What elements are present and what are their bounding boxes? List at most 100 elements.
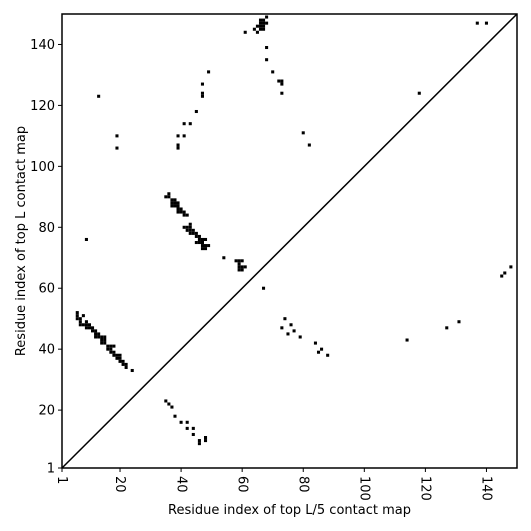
x-tick-label: 100 xyxy=(357,476,372,501)
x-axis-label: Residue index of top L/5 contact map xyxy=(168,503,411,518)
contact-point xyxy=(457,320,461,324)
contact-point xyxy=(164,195,168,199)
contact-point xyxy=(298,335,302,339)
contact-point xyxy=(240,265,244,269)
contact-point xyxy=(109,344,113,348)
contact-point xyxy=(176,134,180,138)
contact-point xyxy=(280,79,284,83)
contact-point xyxy=(191,432,195,437)
contact-point xyxy=(75,311,79,315)
contact-point xyxy=(280,326,284,330)
contact-point xyxy=(194,109,198,114)
contact-point xyxy=(197,442,201,446)
contact-point xyxy=(237,268,241,272)
contact-point xyxy=(286,332,290,336)
contact-point xyxy=(484,21,488,25)
contact-point xyxy=(258,24,263,28)
x-tick-label: 120 xyxy=(418,476,433,501)
contact-point xyxy=(237,262,241,266)
contact-point xyxy=(326,353,330,357)
contact-point xyxy=(182,210,186,214)
contact-point xyxy=(475,21,479,25)
contact-point xyxy=(188,225,192,229)
contact-point xyxy=(191,426,195,430)
contact-point xyxy=(258,18,263,22)
contact-point xyxy=(188,122,192,126)
y-axis-label: Residue index of top L contact map xyxy=(14,126,29,356)
contact-point xyxy=(316,350,321,354)
contact-point xyxy=(262,27,266,31)
contact-point xyxy=(167,192,171,196)
y-tick-label: 40 xyxy=(38,343,55,358)
y-tick-label: 60 xyxy=(38,282,55,297)
contact-point xyxy=(191,231,195,235)
contact-point xyxy=(265,15,269,19)
contact-point xyxy=(194,231,198,235)
contact-point xyxy=(81,323,85,327)
contact-point xyxy=(200,247,204,251)
contact-point xyxy=(203,247,208,251)
contact-point xyxy=(124,362,128,366)
contact-point xyxy=(197,234,201,238)
contact-point xyxy=(167,402,171,406)
contact-point xyxy=(164,399,168,403)
contact-point xyxy=(124,365,128,369)
contact-point xyxy=(417,91,421,95)
contact-point xyxy=(200,241,204,245)
contact-point xyxy=(203,244,208,248)
contact-point xyxy=(262,18,266,22)
contact-point xyxy=(255,30,259,34)
contact-point xyxy=(265,58,269,62)
contact-point xyxy=(176,146,180,150)
contact-point xyxy=(94,332,98,336)
contact-point xyxy=(255,24,259,28)
contact-point xyxy=(173,198,177,202)
contact-point xyxy=(313,341,317,345)
contact-point xyxy=(97,332,101,336)
contact-point xyxy=(121,362,125,366)
y-tick-label: 120 xyxy=(30,99,55,114)
contact-point xyxy=(170,405,174,409)
contact-point xyxy=(84,326,88,330)
contact-point xyxy=(503,271,507,275)
contact-point xyxy=(97,335,101,339)
contact-point xyxy=(81,314,85,318)
plot-frame xyxy=(61,13,518,469)
contact-point xyxy=(185,228,189,232)
contact-points xyxy=(75,15,513,446)
contact-point xyxy=(509,265,513,269)
contact-point xyxy=(200,82,204,86)
contact-point xyxy=(197,237,201,241)
contact-point xyxy=(292,329,296,333)
contact-point xyxy=(200,94,204,98)
contact-point xyxy=(115,134,119,138)
contact-point xyxy=(118,359,122,363)
contact-point xyxy=(112,353,116,357)
contact-point xyxy=(262,286,266,290)
contact-point xyxy=(283,317,287,321)
contact-point xyxy=(203,237,208,241)
x-tick-label: 1 xyxy=(54,476,69,484)
contact-point xyxy=(182,213,186,217)
contact-point xyxy=(185,426,189,430)
contact-point xyxy=(106,344,110,348)
contact-point xyxy=(179,420,183,424)
contact-point xyxy=(176,207,180,211)
contact-point xyxy=(109,350,113,354)
y-tick-label: 80 xyxy=(38,221,55,236)
contact-point xyxy=(170,198,174,202)
contact-point xyxy=(307,143,311,147)
contact-point xyxy=(258,21,263,25)
contact-point xyxy=(106,347,110,351)
contact-point xyxy=(265,21,269,25)
contact-point xyxy=(78,320,82,324)
contact-point xyxy=(405,338,409,342)
contact-point xyxy=(84,323,88,327)
contact-point xyxy=(97,94,101,98)
contact-point xyxy=(103,335,107,339)
contact-point xyxy=(94,335,98,339)
contact-point xyxy=(173,414,177,418)
contact-point xyxy=(103,341,107,345)
